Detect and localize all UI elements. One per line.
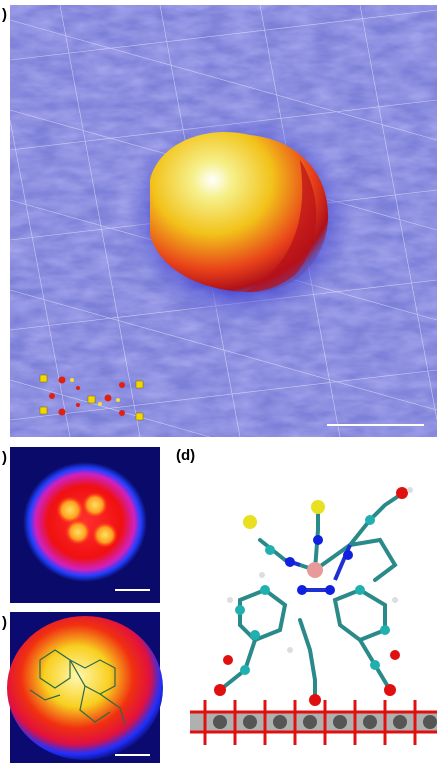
panel-c: ) xyxy=(2,612,163,763)
panel-b: ) xyxy=(2,447,160,603)
panel-d: (d) xyxy=(176,447,437,745)
figure: ) ) ) (d) xyxy=(0,0,437,767)
panel-label: ) xyxy=(2,449,7,466)
panel-a: ) xyxy=(2,5,437,437)
panel-label: ) xyxy=(2,6,7,23)
panel-label: (d) xyxy=(176,447,195,464)
panel-label: ) xyxy=(2,614,7,631)
